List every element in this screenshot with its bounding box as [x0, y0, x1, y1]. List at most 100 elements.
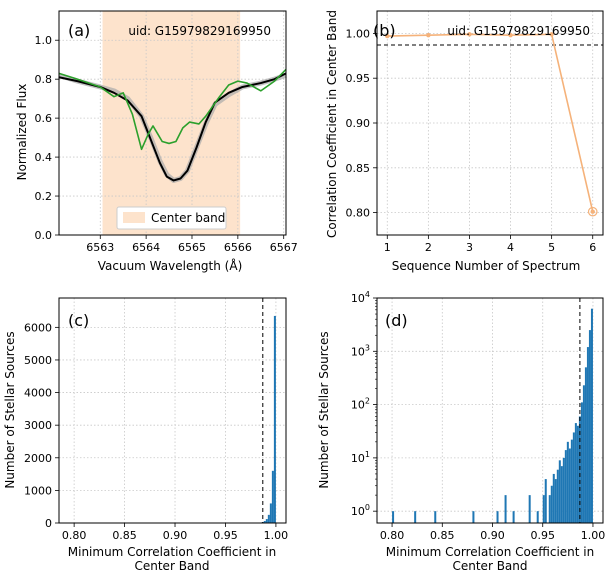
histogram-bar [544, 479, 547, 523]
histogram-bar [568, 448, 571, 523]
y-tick-exponent: 3 [365, 343, 370, 352]
y-tick-label: 0.8 [35, 73, 53, 86]
y-tick-label: 0.4 [35, 151, 53, 164]
highlighted-point-ring [587, 206, 598, 217]
histogram-bar [434, 511, 437, 523]
panel-a-spectrum: 6563 6564 6565 6566 6567 0.0 0.2 0.4 0.6 0.8 1.0 (… [15, 10, 298, 273]
y-tick-label: 0.80 [346, 207, 371, 220]
histogram-bar [582, 385, 585, 523]
y-tick-exponent: 4 [365, 290, 370, 299]
panel-c-plot-area: 0.80 0.85 0.90 0.95 1.00 0 1000 2000 3000 4000 500… [24, 297, 288, 542]
histogram-bar [414, 511, 417, 523]
panel-b-correlation: 1 2 3 4 5 6 0.80 0.85 0.90 0.95 1.00 (b) uid: G159… [325, 10, 604, 273]
panel-c-ylabel: Number of Stellar Sources [3, 331, 17, 488]
histogram-bar [590, 308, 593, 523]
y-tick-label: 101 [351, 450, 370, 465]
correlation-point [426, 32, 431, 38]
y-tick-label: 5000 [24, 354, 52, 367]
histogram-bar [542, 495, 545, 523]
y-tick-label: 104 [351, 290, 370, 305]
histogram-bar [588, 330, 591, 523]
x-tick-label: 6 [589, 241, 596, 254]
histogram-bar [263, 521, 266, 523]
panel-b-plot-area: 1 2 3 4 5 6 0.80 0.85 0.90 0.95 1.00 [346, 10, 604, 254]
panel-b-xlabel: Sequence Number of Spectrum [392, 259, 581, 273]
panel-b-label: (b) [373, 21, 396, 40]
x-tick-label: 0.95 [530, 529, 555, 542]
histogram-bar [548, 495, 551, 523]
correlation-point [508, 32, 513, 38]
histogram-bar [269, 503, 272, 523]
panel-d-xlabel-line2: Center Band [452, 559, 527, 573]
legend-center-band-swatch [123, 212, 145, 223]
panel-a-ylabel: Normalized Flux [15, 84, 29, 181]
x-tick-label: 0.80 [62, 529, 87, 542]
x-tick-label: 6565 [178, 241, 206, 254]
outlier-spectrum-green-line [58, 68, 287, 151]
y-tick-label: 1.00 [346, 27, 371, 40]
x-tick-label: 0.95 [213, 529, 238, 542]
panel-c-label: (c) [68, 311, 89, 330]
y-tick-label: 103 [351, 343, 370, 358]
panel-c-histogram-linear: 0.80 0.85 0.90 0.95 1.00 0 1000 2000 3000 4000 500… [3, 297, 288, 573]
x-tick-label: 0.85 [430, 529, 455, 542]
histogram-bar [472, 511, 475, 523]
panel-c-xlabel-line2: Center Band [134, 559, 209, 573]
histogram-bar [536, 511, 539, 523]
panel-a-xlabel: Vacuum Wavelength (Å) [98, 258, 243, 273]
panel-a-legend: Center band [116, 206, 227, 230]
correlation-line [387, 33, 594, 212]
axes-frame [376, 297, 604, 524]
legend-center-band-label: Center band [151, 211, 225, 225]
correlation-point [385, 33, 390, 39]
histogram-bar [267, 514, 270, 523]
y-tick-label: 1.0 [35, 34, 53, 47]
histogram-bar [558, 460, 561, 523]
histogram-bar [584, 367, 587, 523]
histogram-bar [273, 315, 276, 523]
y-tick-label: 0.6 [35, 112, 53, 125]
x-tick-label: 6563 [86, 241, 114, 254]
y-tick-exponent: 1 [365, 450, 370, 459]
panel-d-label: (d) [385, 311, 408, 330]
x-tick-label: 0.85 [112, 529, 137, 542]
x-tick-label: 4 [507, 241, 514, 254]
correlation-point [590, 209, 595, 214]
histogram-bar [566, 441, 569, 523]
y-tick-label: 0.85 [346, 162, 371, 175]
histogram-bar [265, 519, 268, 523]
x-tick-label: 6564 [132, 241, 160, 254]
x-tick-label: 1.00 [581, 529, 606, 542]
histogram-bar [570, 439, 573, 523]
panel-b-uid: uid: G15979829169950 [447, 24, 590, 38]
histogram-bar [556, 469, 559, 523]
y-tick-label: 2000 [24, 452, 52, 465]
y-tick-exponent: 2 [365, 397, 370, 406]
x-tick-label: 6566 [224, 241, 252, 254]
y-tick-label: 0.0 [35, 229, 53, 242]
histogram-bar [554, 479, 557, 523]
y-tick-label: 1000 [24, 484, 52, 497]
mean-spectrum-black-line [58, 72, 287, 182]
panel-a-plot-area: 6563 6564 6565 6566 6567 0.0 0.2 0.4 0.6 0.8 1.0 [35, 10, 298, 254]
histogram-bar [572, 432, 575, 523]
histogram-bar [512, 511, 515, 523]
panel-a-label: (a) [68, 21, 90, 40]
y-tick-label: 0.95 [346, 72, 371, 85]
axes-frame [376, 10, 604, 236]
histogram-bar [560, 466, 563, 523]
y-tick-label: 6000 [24, 321, 52, 334]
y-tick-exponent: 0 [365, 503, 370, 512]
y-tick-label: 0.90 [346, 117, 371, 130]
histogram-bar [562, 457, 565, 523]
y-tick-label: 4000 [24, 387, 52, 400]
axes-frame [58, 297, 287, 524]
histogram-bar [496, 511, 499, 523]
x-tick-label: 6567 [270, 241, 298, 254]
panel-c-xlabel-line1: Minimum Correlation Coefficient in [68, 545, 277, 559]
y-tick-label: 3000 [24, 419, 52, 432]
x-tick-label: 5 [548, 241, 555, 254]
histogram-bar [576, 425, 579, 523]
panel-d-ylabel: Number of Stellar Sources [317, 331, 331, 488]
